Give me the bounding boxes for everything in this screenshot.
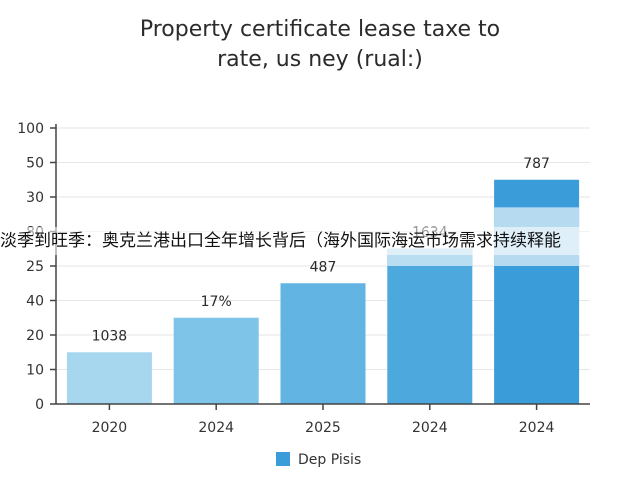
y-tick-label: 20 xyxy=(26,328,44,344)
overlay-caption: 淡季到旺季：奥克兰港出口全年增长背后（海外国际海运市场需求持续释能 xyxy=(0,227,640,255)
bar xyxy=(173,317,259,404)
x-tick-label: 2024 xyxy=(519,420,555,436)
y-tick-label: 25 xyxy=(26,259,44,275)
y-axis-ticks: 010204025803050100 xyxy=(17,121,56,413)
bars xyxy=(66,179,580,404)
legend: Dep Pisis xyxy=(276,452,361,468)
bar xyxy=(66,352,152,404)
legend-label: Dep Pisis xyxy=(298,452,361,468)
y-tick-label: 10 xyxy=(26,363,44,379)
x-tick-label: 2024 xyxy=(198,420,234,436)
y-tick-label: 30 xyxy=(26,190,44,206)
x-tick-label: 2025 xyxy=(305,420,341,436)
data-label: 1038 xyxy=(92,328,128,344)
x-tick-label: 2020 xyxy=(92,420,128,436)
chart-title-line-1: Property certificate lease taxe to xyxy=(140,17,500,42)
y-tick-label: 100 xyxy=(17,121,44,137)
bar xyxy=(387,248,473,404)
y-tick-label: 50 xyxy=(26,156,44,172)
x-axis: 2020 2024 2025 2024 2024 xyxy=(55,124,590,436)
x-tick-label: 2024 xyxy=(412,420,448,436)
y-tick-label: 40 xyxy=(26,294,44,310)
data-label: 17% xyxy=(201,294,232,310)
y-tick-label: 0 xyxy=(35,397,44,413)
data-label: 487 xyxy=(310,259,337,275)
legend-swatch xyxy=(276,452,290,466)
chart-title: Property certificate lease taxe to rate,… xyxy=(140,17,500,72)
data-label: 787 xyxy=(523,156,550,172)
bar xyxy=(280,283,366,404)
chart-title-line-2: rate, us ney (rual:) xyxy=(217,47,423,72)
